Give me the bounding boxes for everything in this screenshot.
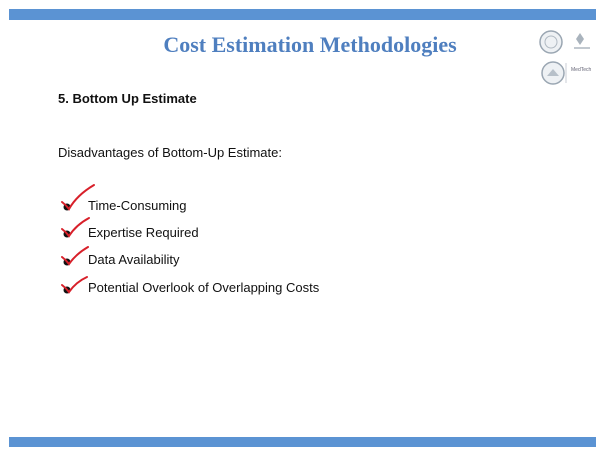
list-item: Potential Overlook of Overlapping Costs (88, 280, 320, 295)
list-item: Data Availability (88, 252, 180, 267)
logo-top (539, 30, 590, 54)
bottom-bar (9, 437, 596, 447)
list-item: Expertise Required (88, 225, 199, 240)
list-item: Time-Consuming (88, 198, 187, 213)
top-bar (9, 9, 596, 20)
logo-text: MedTech (571, 67, 592, 73)
logo-bottom (541, 61, 567, 85)
intro-text: Disadvantages of Bottom-Up Estimate: (58, 145, 282, 160)
bullets (63, 203, 71, 294)
slide-title: Cost Estimation Methodologies (163, 32, 457, 57)
check-marks (61, 184, 95, 294)
section-heading: 5. Bottom Up Estimate (58, 91, 197, 106)
